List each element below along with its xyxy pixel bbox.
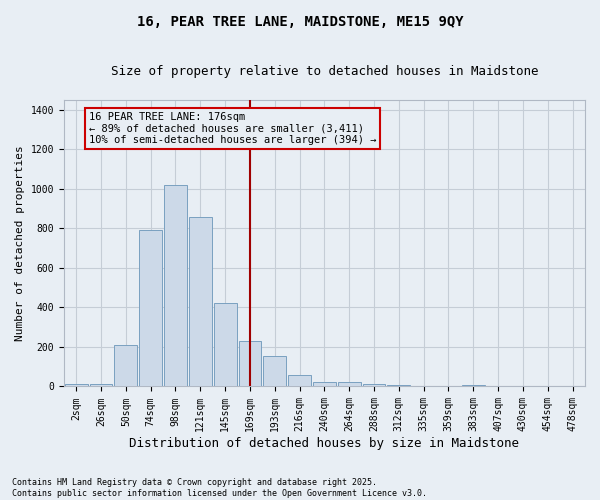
X-axis label: Distribution of detached houses by size in Maidstone: Distribution of detached houses by size … <box>130 437 520 450</box>
Bar <box>89 384 112 386</box>
Bar <box>164 185 187 386</box>
Bar <box>313 382 336 386</box>
Title: Size of property relative to detached houses in Maidstone: Size of property relative to detached ho… <box>110 65 538 78</box>
Text: Contains HM Land Registry data © Crown copyright and database right 2025.
Contai: Contains HM Land Registry data © Crown c… <box>12 478 427 498</box>
Text: 16 PEAR TREE LANE: 176sqm
← 89% of detached houses are smaller (3,411)
10% of se: 16 PEAR TREE LANE: 176sqm ← 89% of detac… <box>89 112 376 145</box>
Bar <box>115 345 137 387</box>
Bar <box>338 382 361 386</box>
Bar <box>139 230 162 386</box>
Bar <box>239 341 262 386</box>
Bar <box>214 304 236 386</box>
Y-axis label: Number of detached properties: Number of detached properties <box>15 146 25 341</box>
Bar <box>189 216 212 386</box>
Bar <box>263 356 286 386</box>
Bar <box>288 374 311 386</box>
Bar <box>362 384 385 386</box>
Bar <box>65 384 88 386</box>
Text: 16, PEAR TREE LANE, MAIDSTONE, ME15 9QY: 16, PEAR TREE LANE, MAIDSTONE, ME15 9QY <box>137 15 463 29</box>
